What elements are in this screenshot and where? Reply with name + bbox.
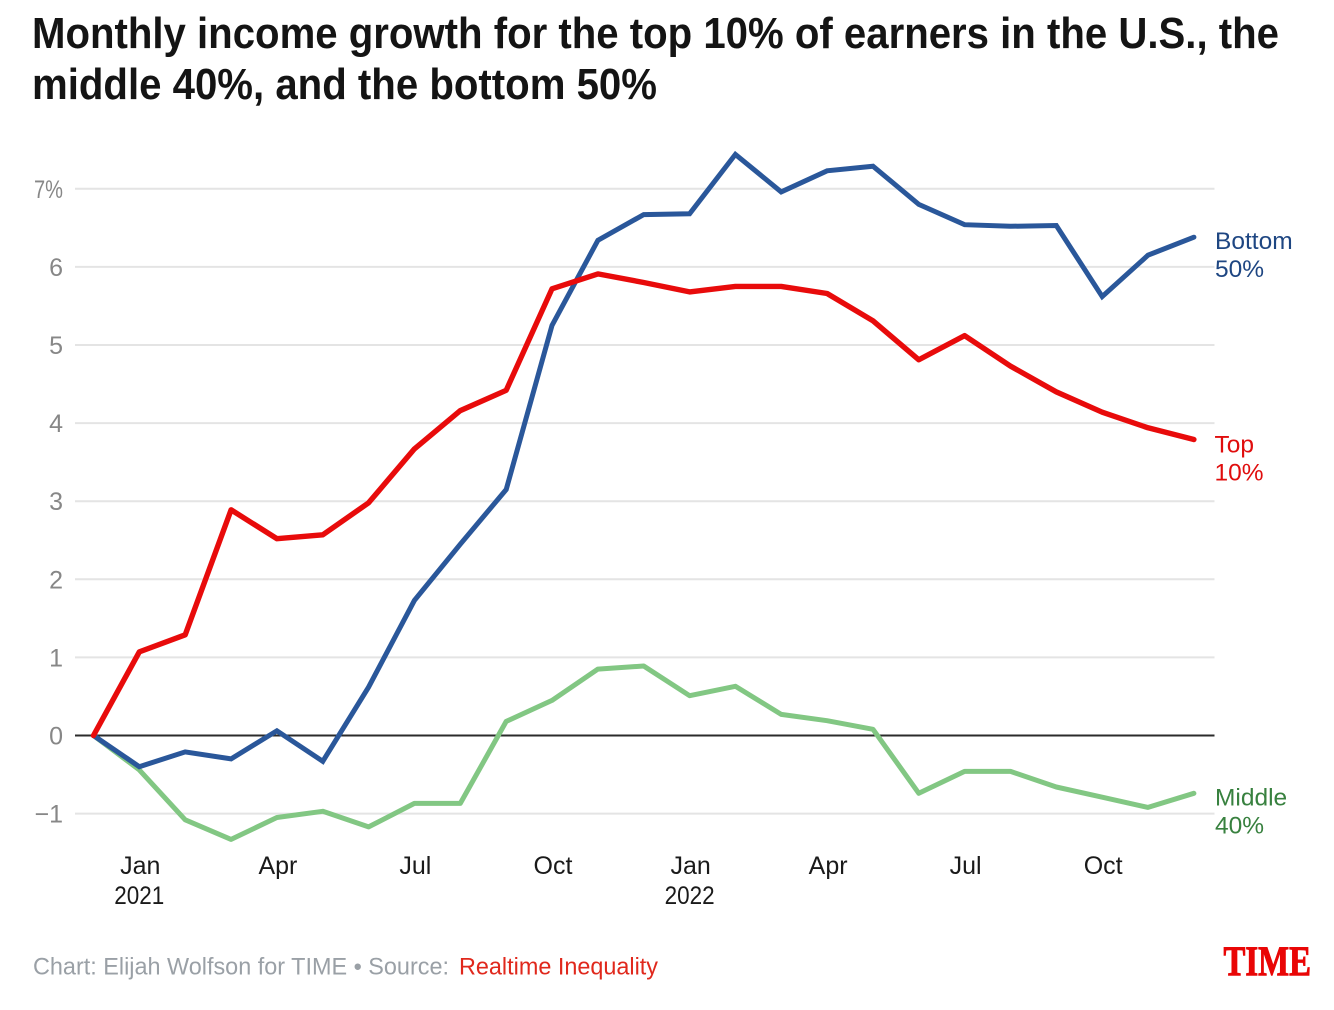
svg-text:middle 40%, and the bottom 50%: middle 40%, and the bottom 50%	[32, 60, 657, 109]
svg-text:2: 2	[49, 566, 63, 594]
svg-text:5: 5	[49, 332, 63, 360]
svg-text:−1: −1	[34, 801, 63, 829]
svg-text:1: 1	[49, 644, 63, 672]
svg-text:0: 0	[49, 723, 63, 751]
svg-text:Bottom: Bottom	[1215, 228, 1293, 255]
svg-text:Oct: Oct	[534, 852, 573, 880]
svg-text:2021: 2021	[114, 882, 164, 910]
svg-text:Oct: Oct	[1084, 852, 1123, 880]
svg-text:6: 6	[49, 254, 63, 282]
svg-text:50%: 50%	[1215, 256, 1264, 283]
svg-text:Apr: Apr	[809, 852, 848, 880]
svg-text:Realtime Inequality: Realtime Inequality	[459, 953, 658, 980]
svg-text:Jan: Jan	[670, 852, 710, 880]
svg-text:4: 4	[49, 410, 63, 438]
svg-text:2022: 2022	[665, 882, 715, 910]
svg-text:Apr: Apr	[258, 852, 297, 880]
svg-text:40%: 40%	[1215, 812, 1264, 839]
svg-text:Middle: Middle	[1215, 784, 1287, 811]
svg-text:3: 3	[49, 488, 63, 516]
svg-text:Monthly income growth for the: Monthly income growth for the top 10% of…	[32, 9, 1279, 58]
svg-text:Chart: Elijah Wolfson for TIME: Chart: Elijah Wolfson for TIME • Source:	[33, 953, 449, 980]
svg-text:7%: 7%	[34, 176, 63, 204]
svg-text:Top: Top	[1215, 432, 1255, 459]
svg-text:TIME: TIME	[1224, 940, 1312, 986]
svg-text:Jul: Jul	[399, 852, 431, 880]
svg-text:Jan: Jan	[120, 852, 160, 880]
svg-text:10%: 10%	[1215, 460, 1264, 487]
svg-text:Jul: Jul	[950, 852, 982, 880]
